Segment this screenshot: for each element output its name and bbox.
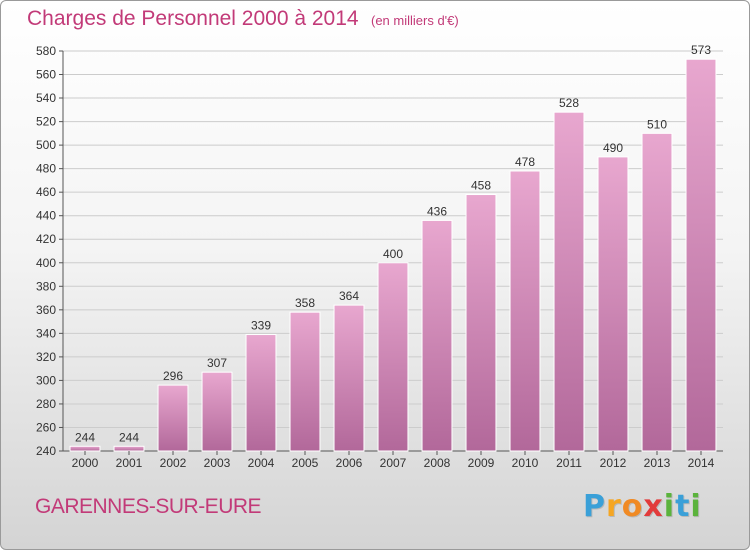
data-label-2007: 400 bbox=[383, 247, 403, 261]
x-tick-label: 2014 bbox=[688, 456, 715, 470]
data-label-2010: 478 bbox=[515, 155, 535, 169]
bar-2007 bbox=[377, 262, 409, 452]
bar-2006 bbox=[333, 304, 365, 452]
data-label-2013: 510 bbox=[647, 117, 667, 131]
x-tick-label: 2003 bbox=[204, 456, 231, 470]
x-tick-label: 2002 bbox=[160, 456, 187, 470]
y-tick-label: 500 bbox=[36, 138, 56, 152]
x-tick-label: 2000 bbox=[72, 456, 99, 470]
y-tick-label: 400 bbox=[36, 256, 56, 270]
data-label-2000: 244 bbox=[75, 430, 95, 444]
y-tick-label: 520 bbox=[36, 115, 56, 129]
x-tick-label: 2010 bbox=[512, 456, 539, 470]
logo-letter: r bbox=[606, 489, 622, 524]
data-label-2001: 244 bbox=[119, 430, 139, 444]
y-tick-label: 440 bbox=[36, 209, 56, 223]
y-tick-label: 460 bbox=[36, 185, 56, 199]
data-label-2009: 458 bbox=[471, 179, 491, 193]
bar-2011 bbox=[553, 111, 585, 452]
data-label-2004: 339 bbox=[251, 319, 271, 333]
bar-2002 bbox=[157, 384, 189, 452]
y-tick-label: 360 bbox=[36, 303, 56, 317]
y-tick-labels: 240 260 280 300 320 340 360 380 400 420 440 460 480 5… bbox=[36, 44, 63, 458]
bar-2003 bbox=[201, 371, 233, 452]
x-tick-label: 2008 bbox=[424, 456, 451, 470]
bar-2014 bbox=[685, 58, 717, 452]
y-tick-label: 320 bbox=[36, 350, 56, 364]
data-labels: 244 244 296 307 339 358 364 400 436 458 478 528 490 5… bbox=[75, 43, 711, 444]
bar-2012 bbox=[597, 156, 629, 452]
logo-letter: o bbox=[621, 489, 644, 524]
y-tick-label: 560 bbox=[36, 68, 56, 82]
logo-letter: t bbox=[675, 489, 691, 524]
bar-2009 bbox=[465, 194, 497, 452]
bar-2008 bbox=[421, 219, 453, 452]
bar-2000 bbox=[69, 445, 101, 452]
data-label-2014: 573 bbox=[691, 43, 711, 57]
proxiti-logo[interactable]: Proxiti bbox=[583, 489, 702, 524]
x-tick-label: 2011 bbox=[556, 456, 582, 470]
data-label-2011: 528 bbox=[559, 96, 579, 110]
y-tick-label: 240 bbox=[36, 444, 56, 458]
bar-2013 bbox=[641, 132, 673, 452]
logo-letter: P bbox=[583, 489, 606, 524]
data-label-2012: 490 bbox=[603, 141, 623, 155]
x-tick-label: 2012 bbox=[600, 456, 627, 470]
bar-2010 bbox=[509, 170, 541, 452]
x-tick-label: 2007 bbox=[380, 456, 407, 470]
data-label-2008: 436 bbox=[427, 204, 447, 218]
logo-letter: x bbox=[643, 489, 664, 524]
y-tick-label: 580 bbox=[36, 44, 56, 58]
x-tick-label: 2013 bbox=[644, 456, 671, 470]
bar-2001 bbox=[113, 445, 145, 452]
y-tick-label: 340 bbox=[36, 326, 56, 340]
x-tick-label: 2006 bbox=[336, 456, 363, 470]
chart-subtitle: (en milliers d'€) bbox=[371, 13, 459, 28]
x-tick-label: 2001 bbox=[116, 456, 143, 470]
y-tick-label: 260 bbox=[36, 420, 56, 434]
x-tick-label: 2009 bbox=[468, 456, 495, 470]
y-tick-label: 280 bbox=[36, 397, 56, 411]
x-tick-label: 2004 bbox=[248, 456, 275, 470]
bars bbox=[69, 58, 717, 452]
logo-letter: i bbox=[663, 489, 676, 524]
bar-2005 bbox=[289, 311, 321, 452]
y-tick-label: 540 bbox=[36, 91, 56, 105]
y-tick-label: 300 bbox=[36, 373, 56, 387]
data-label-2005: 358 bbox=[295, 296, 315, 310]
bar-2004 bbox=[245, 334, 277, 452]
chart-title: Charges de Personnel 2000 à 2014 bbox=[27, 7, 359, 30]
y-tick-label: 420 bbox=[36, 232, 56, 246]
data-label-2003: 307 bbox=[207, 356, 227, 370]
data-label-2006: 364 bbox=[339, 289, 359, 303]
x-tick-labels: 2000 2001 2002 2003 2004 2005 2006 2007 2008 2009… bbox=[72, 451, 715, 470]
data-label-2002: 296 bbox=[163, 369, 183, 383]
y-tick-label: 480 bbox=[36, 162, 56, 176]
y-tick-label: 380 bbox=[36, 279, 56, 293]
x-tick-label: 2005 bbox=[292, 456, 319, 470]
logo-letter: i bbox=[690, 489, 702, 524]
commune-name: GARENNES-SUR-EURE bbox=[35, 495, 262, 518]
